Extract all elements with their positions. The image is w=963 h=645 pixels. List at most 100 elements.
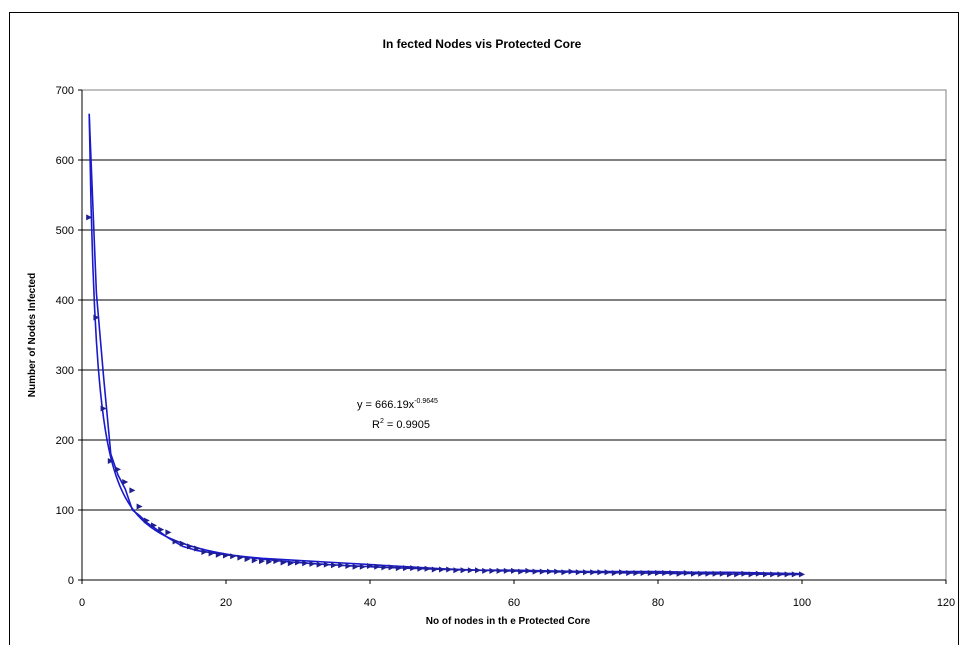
data-point bbox=[194, 545, 201, 552]
data-point bbox=[719, 570, 726, 577]
data-point bbox=[655, 570, 661, 576]
series-connecting-line bbox=[88, 114, 803, 575]
data-point bbox=[748, 571, 755, 578]
data-point bbox=[770, 571, 777, 578]
data-point bbox=[539, 568, 546, 575]
series-line bbox=[88, 114, 803, 575]
data-point bbox=[691, 570, 697, 577]
data-point bbox=[237, 554, 244, 561]
data-point bbox=[532, 568, 539, 575]
data-point bbox=[633, 570, 640, 576]
data-point bbox=[496, 567, 503, 574]
data-point bbox=[251, 557, 258, 564]
data-point bbox=[763, 571, 769, 578]
data-point bbox=[640, 570, 647, 576]
data-point bbox=[561, 569, 568, 576]
data-point bbox=[295, 559, 301, 566]
data-point bbox=[201, 549, 208, 555]
data-point bbox=[266, 558, 273, 565]
data-point bbox=[482, 567, 489, 574]
data-point bbox=[230, 553, 237, 560]
data-point bbox=[338, 562, 345, 569]
data-point bbox=[280, 559, 287, 566]
data-point bbox=[611, 570, 618, 576]
data-point bbox=[165, 529, 172, 536]
y-tick-label: 400 bbox=[56, 295, 74, 307]
data-point bbox=[129, 487, 136, 494]
data-point bbox=[799, 571, 805, 578]
data-point bbox=[554, 568, 561, 575]
data-point bbox=[597, 569, 604, 576]
y-tick-label: 600 bbox=[56, 155, 74, 167]
data-point bbox=[475, 567, 481, 574]
y-tick-label: 300 bbox=[56, 365, 74, 377]
data-point bbox=[784, 571, 791, 578]
data-point bbox=[453, 567, 460, 574]
data-point bbox=[604, 569, 611, 576]
data-point bbox=[705, 570, 712, 577]
data-point bbox=[323, 561, 330, 568]
data-point bbox=[791, 571, 798, 578]
x-tick-label: 100 bbox=[793, 597, 811, 609]
data-point bbox=[727, 571, 733, 578]
data-point bbox=[583, 569, 589, 576]
y-tick-label: 0 bbox=[68, 575, 74, 587]
x-tick-label: 40 bbox=[364, 597, 376, 609]
data-point bbox=[287, 560, 294, 567]
plot-area bbox=[81, 89, 947, 581]
data-point bbox=[575, 569, 582, 576]
x-tick-label: 60 bbox=[508, 597, 520, 609]
data-point bbox=[86, 214, 93, 221]
data-point bbox=[518, 568, 525, 575]
x-tick-label: 80 bbox=[652, 597, 664, 609]
data-point bbox=[100, 405, 107, 412]
data-point bbox=[107, 458, 114, 464]
y-axis-ticks: 0 100 200 300 400 500 600 700 bbox=[56, 85, 82, 587]
x-axis-title: No of nodes in th e Protected Core bbox=[426, 616, 591, 627]
data-point bbox=[273, 558, 280, 565]
data-point bbox=[309, 560, 316, 567]
data-point bbox=[417, 565, 424, 572]
data-point bbox=[215, 551, 222, 558]
y-tick-label: 700 bbox=[56, 85, 74, 97]
data-point bbox=[179, 540, 186, 547]
r-squared: R2 = 0.9905 bbox=[372, 418, 430, 431]
data-point bbox=[367, 563, 373, 569]
x-axis-ticks: 0 20 40 60 80 100 120 bbox=[79, 580, 955, 609]
data-point bbox=[259, 558, 265, 565]
data-point bbox=[244, 556, 251, 562]
data-point bbox=[93, 314, 100, 321]
data-points bbox=[86, 214, 805, 578]
data-point bbox=[590, 569, 597, 576]
data-point bbox=[662, 570, 669, 576]
x-tick-label: 20 bbox=[220, 597, 232, 609]
data-point bbox=[151, 522, 157, 529]
data-point bbox=[547, 568, 553, 575]
data-point bbox=[626, 570, 633, 576]
data-point bbox=[345, 563, 352, 569]
data-point bbox=[431, 566, 438, 573]
data-point bbox=[403, 565, 409, 572]
data-point bbox=[619, 569, 625, 576]
data-point bbox=[136, 503, 143, 510]
data-point bbox=[647, 570, 654, 576]
data-point bbox=[143, 517, 150, 524]
chart-title: In fected Nodes vis Protected Core bbox=[383, 37, 582, 51]
data-point bbox=[525, 567, 532, 574]
data-point bbox=[208, 550, 215, 557]
gridlines bbox=[81, 90, 946, 581]
data-point bbox=[712, 570, 719, 577]
y-tick-label: 100 bbox=[56, 505, 74, 517]
data-point bbox=[683, 570, 690, 576]
data-point bbox=[115, 466, 121, 473]
y-axis-title: Number of Nodes Infected bbox=[27, 273, 38, 397]
x-tick-label: 0 bbox=[79, 597, 85, 609]
data-point bbox=[187, 543, 193, 550]
y-tick-label: 200 bbox=[56, 435, 74, 447]
data-point bbox=[676, 570, 683, 577]
data-point bbox=[359, 563, 366, 570]
data-point bbox=[316, 561, 323, 568]
data-point bbox=[439, 566, 445, 573]
trendline-equation: y = 666.19x-0.9645 bbox=[357, 398, 438, 411]
data-point bbox=[777, 571, 784, 578]
